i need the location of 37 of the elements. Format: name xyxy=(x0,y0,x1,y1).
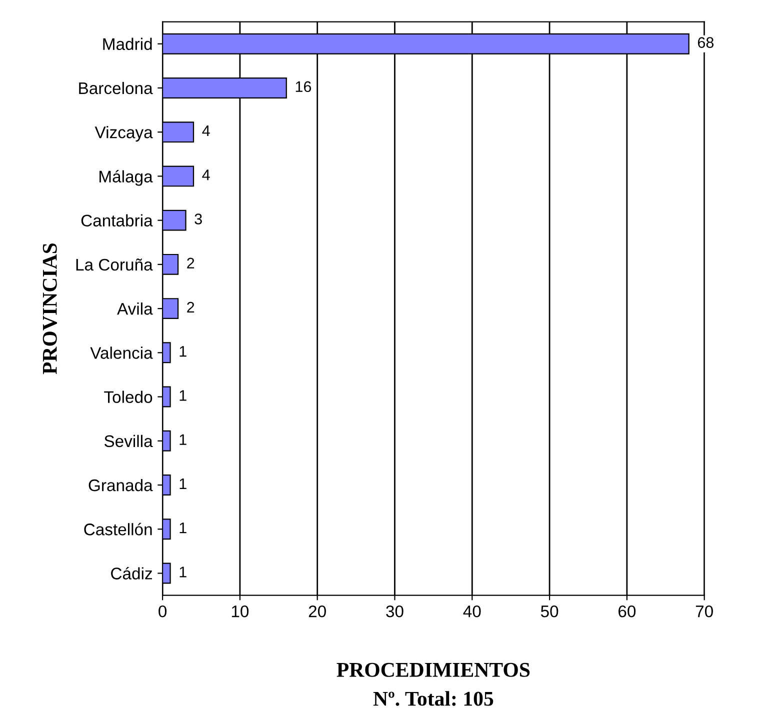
y-tick-label: Málaga xyxy=(100,170,153,186)
y-tick-label: Castellón xyxy=(84,522,152,536)
y-axis-title: PROVINCIAS xyxy=(42,243,57,374)
data-label: 2 xyxy=(187,302,194,312)
y-tick-label: Madrid xyxy=(103,38,152,50)
y-tick-label: La Coruña xyxy=(76,258,153,271)
x-tick-label: 40 xyxy=(463,605,481,618)
data-label: 3 xyxy=(194,214,202,224)
y-tick-label: Cádiz xyxy=(111,567,152,580)
data-label: 1 xyxy=(180,478,186,489)
x-tick-label: 30 xyxy=(386,605,404,618)
data-label: 1 xyxy=(180,566,186,578)
data-label: 16 xyxy=(296,81,312,92)
y-tick-label: Avila xyxy=(117,302,153,315)
text: Nº. Total: 105 xyxy=(373,691,494,706)
x-tick-label: 20 xyxy=(308,605,326,618)
x-tick-label: 70 xyxy=(696,605,713,618)
y-tick-label: Cantabria xyxy=(81,214,153,227)
x-tick-label: 10 xyxy=(232,605,249,618)
y-tick-label: Granada xyxy=(88,478,153,492)
data-label: 1 xyxy=(180,346,186,357)
data-label: 4 xyxy=(202,126,210,136)
y-tick-label: Barcelona xyxy=(79,82,153,94)
x-tick-label: 0 xyxy=(158,605,167,618)
x-tick-label: 50 xyxy=(540,605,558,618)
data-label: 68 xyxy=(698,37,714,48)
x-tick-label: 60 xyxy=(618,605,636,618)
data-label: 4 xyxy=(202,170,210,180)
x-axis-title: PROCEDIMIENTOS xyxy=(336,662,530,677)
y-tick-label: Sevilla xyxy=(104,434,153,448)
data-label: 1 xyxy=(180,434,186,445)
data-label: 1 xyxy=(180,390,186,401)
data-label: 1 xyxy=(180,522,186,534)
y-tick-label: Vizcaya xyxy=(94,126,153,142)
data-label: 2 xyxy=(187,258,194,268)
y-tick-label: Valencia xyxy=(90,346,153,359)
y-tick-label: Toledo xyxy=(104,390,152,403)
